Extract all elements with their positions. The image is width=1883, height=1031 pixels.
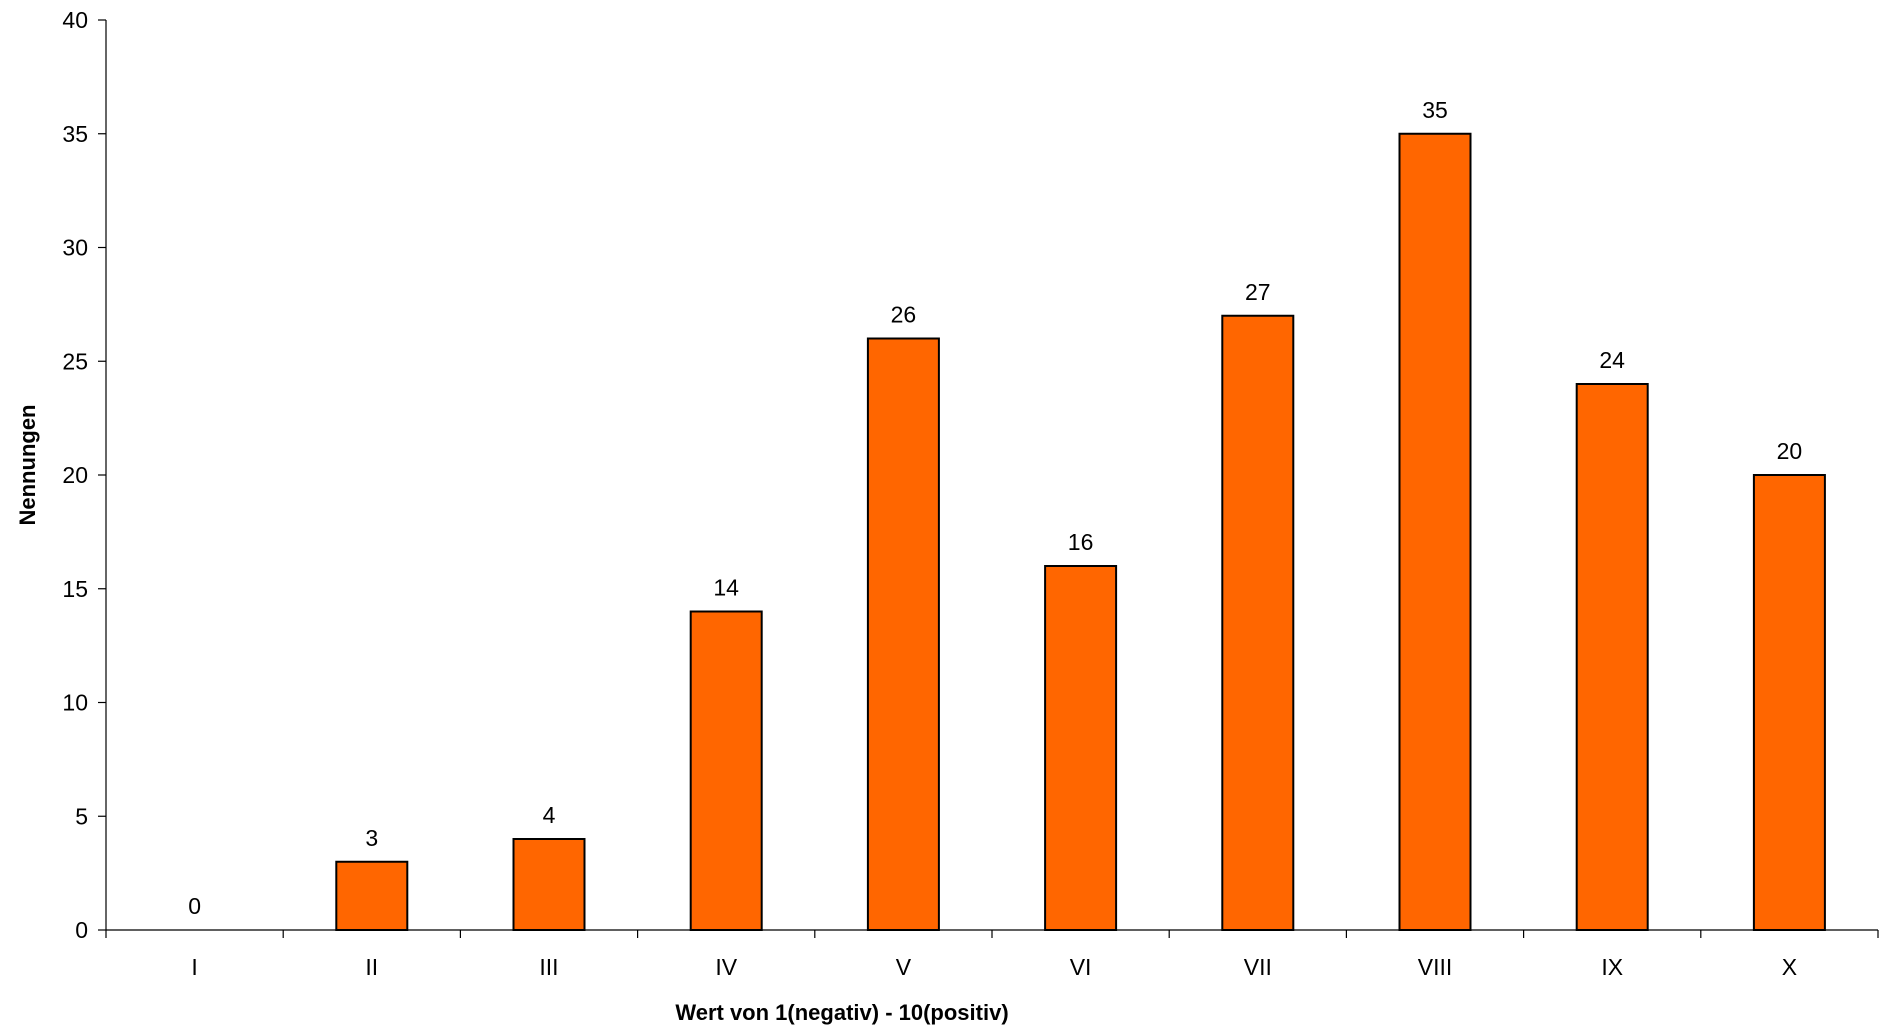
bar-V	[866, 337, 940, 931]
data-label-IV: 14	[713, 575, 739, 601]
x-tick-label: VII	[1244, 954, 1272, 980]
y-tick-label: 15	[62, 576, 88, 602]
bar-III	[512, 838, 586, 931]
data-label-V: 26	[891, 302, 917, 328]
y-axis-ticks: 0 5 10 15 20 25 30 35 40	[62, 7, 106, 943]
data-label-VI: 16	[1068, 529, 1094, 555]
data-label-X: 20	[1777, 438, 1803, 464]
y-axis-title: Nennungen	[15, 405, 40, 526]
x-tick-label: X	[1782, 954, 1797, 980]
y-tick-label: 0	[75, 917, 88, 943]
data-label-III: 4	[543, 802, 556, 828]
bar-IV	[689, 610, 763, 931]
x-axis-ticks: I II III IV V VI VII VIII IX X	[105, 930, 1879, 980]
y-tick-label: 5	[75, 803, 88, 829]
bar-IX	[1575, 383, 1649, 931]
bar-X	[1752, 474, 1826, 931]
data-label-VIII: 35	[1422, 97, 1448, 123]
bar-II	[335, 860, 409, 931]
data-label-II: 3	[365, 825, 378, 851]
data-labels: 0 3 4 14 26 16 27 35 24 20	[188, 97, 1802, 919]
x-tick-label: IX	[1601, 954, 1623, 980]
x-axis-title: Wert von 1(negativ) - 10(positiv)	[675, 1000, 1008, 1025]
bar-VIII	[1398, 132, 1472, 931]
y-tick-label: 30	[62, 235, 88, 261]
y-tick-label: 40	[62, 7, 88, 33]
data-label-VII: 27	[1245, 279, 1271, 305]
y-tick-label: 35	[62, 121, 88, 147]
bars	[335, 132, 1826, 931]
data-label-I: 0	[188, 893, 201, 919]
y-tick-label: 10	[62, 690, 88, 716]
x-tick-label: VI	[1070, 954, 1092, 980]
bar-VII	[1221, 314, 1295, 931]
x-tick-label: II	[365, 954, 378, 980]
x-tick-label: VIII	[1418, 954, 1453, 980]
x-tick-label: III	[539, 954, 558, 980]
y-tick-label: 25	[62, 348, 88, 374]
bar-VI	[1044, 565, 1118, 931]
data-label-IX: 24	[1599, 347, 1625, 373]
x-tick-label: IV	[715, 954, 737, 980]
x-tick-label: I	[191, 954, 197, 980]
y-tick-label: 20	[62, 462, 88, 488]
x-tick-label: V	[896, 954, 912, 980]
